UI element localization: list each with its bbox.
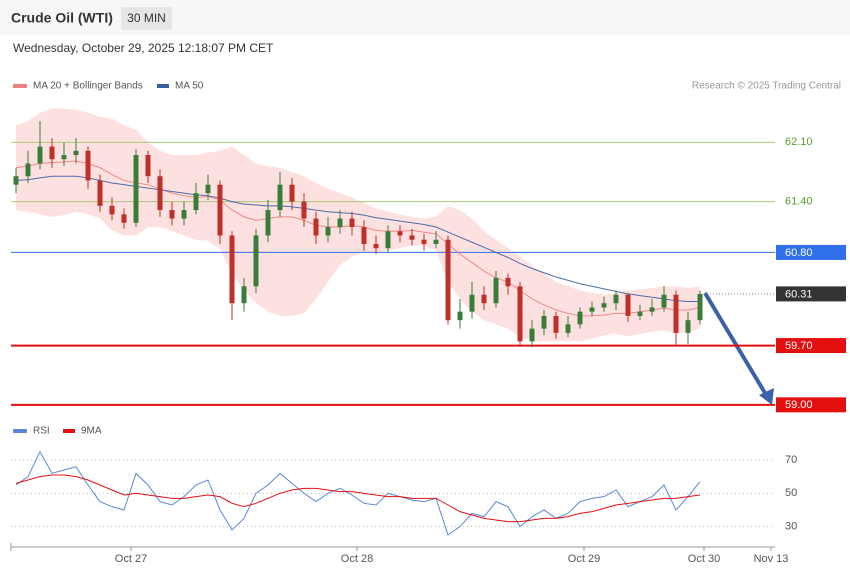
candle-body [433, 239, 439, 244]
candle-body [97, 180, 103, 206]
candle-body [481, 294, 487, 304]
timeframe-badge [121, 7, 172, 30]
legend-label: MA 50 [175, 81, 204, 92]
x-tick-label: Oct 30 [688, 553, 720, 565]
candle-body [205, 184, 211, 194]
chart-title: Crude Oil (WTI) [11, 10, 113, 26]
level-label: 61.40 [785, 196, 813, 208]
candle-body [133, 155, 139, 223]
candle-body [253, 235, 259, 287]
ma-line [15, 175, 700, 303]
candle-body [361, 227, 367, 244]
bollinger-band [16, 108, 700, 342]
timeframe: 30 MIN [127, 11, 166, 25]
candle-body [601, 303, 607, 308]
candle-body [685, 320, 691, 333]
candle-body [493, 277, 499, 304]
candle-body [85, 150, 91, 181]
legend-label: RSI [33, 426, 50, 437]
level-label: 59.70 [785, 340, 813, 352]
level-box [776, 338, 846, 354]
rsi-tick-label: 50 [785, 487, 797, 499]
x-tick-label: Oct 27 [115, 553, 147, 565]
rsi-tick-label: 70 [785, 454, 797, 466]
candle-body [349, 218, 355, 228]
rsi-line [15, 474, 701, 523]
candle-body [553, 315, 559, 333]
candle-body [577, 311, 583, 325]
level-label: 60.31 [785, 288, 813, 300]
candle-body [289, 184, 295, 202]
candle-body [505, 277, 511, 287]
candle-body [529, 328, 535, 342]
candle-body [109, 205, 115, 215]
candle-body [61, 155, 67, 160]
candle-body [457, 311, 463, 321]
candle-body [301, 201, 307, 219]
candle-body [49, 146, 55, 160]
level-label: 59.00 [785, 399, 813, 411]
candle-body [613, 294, 619, 304]
candle-body [661, 294, 667, 308]
candle-body [565, 324, 571, 333]
source: Research © 2025 Trading Central [692, 81, 841, 92]
rsi-line [15, 450, 701, 536]
level-label: 60.80 [785, 247, 813, 259]
candle-body [673, 294, 679, 333]
candle-body [193, 193, 199, 211]
candle-body [121, 214, 127, 223]
candle-body [265, 210, 271, 236]
candle-body [229, 235, 235, 304]
candle-body [445, 239, 451, 321]
candle-body [373, 243, 379, 249]
candle-body [409, 235, 415, 240]
level-label: 62.10 [785, 136, 813, 148]
candle-body [649, 307, 655, 312]
candle-body [37, 146, 43, 164]
forecast-arrow-head [759, 388, 774, 405]
x-tick-label: Nov 13 [754, 553, 789, 565]
candle-body [589, 307, 595, 312]
candle-body [421, 239, 427, 244]
candle-body [337, 218, 343, 228]
candle-body [697, 293, 703, 321]
candle-body [637, 311, 643, 316]
candle-body [397, 231, 403, 236]
legend-label: MA 20 + Bollinger Bands [33, 81, 143, 92]
x-tick-label: Oct 28 [341, 553, 373, 565]
candle-body [73, 150, 79, 156]
level-box [776, 286, 846, 302]
candle-body [469, 294, 475, 312]
candle-body [181, 210, 187, 219]
subtitle: Wednesday, October 29, 2025 12:18:07 PM … [13, 41, 274, 55]
candle-body [277, 184, 283, 211]
level-box [776, 397, 846, 413]
candle-body [13, 176, 19, 185]
legend-label: 9MA [81, 426, 102, 437]
candle-body [625, 294, 631, 316]
rsi-tick-label: 30 [785, 521, 797, 533]
level-box [776, 244, 846, 260]
candle-body [241, 286, 247, 304]
candle-body [145, 155, 151, 177]
candle-body [217, 184, 223, 236]
candle-body [313, 218, 319, 236]
candle-body [385, 231, 391, 249]
candle-body [25, 163, 31, 177]
ma-line [15, 160, 701, 317]
candle-body [325, 227, 331, 236]
candle-body [541, 315, 547, 329]
candle-body [157, 176, 163, 211]
candle-body [517, 286, 523, 342]
candle-body [169, 210, 175, 219]
x-tick-label: Oct 29 [568, 553, 600, 565]
